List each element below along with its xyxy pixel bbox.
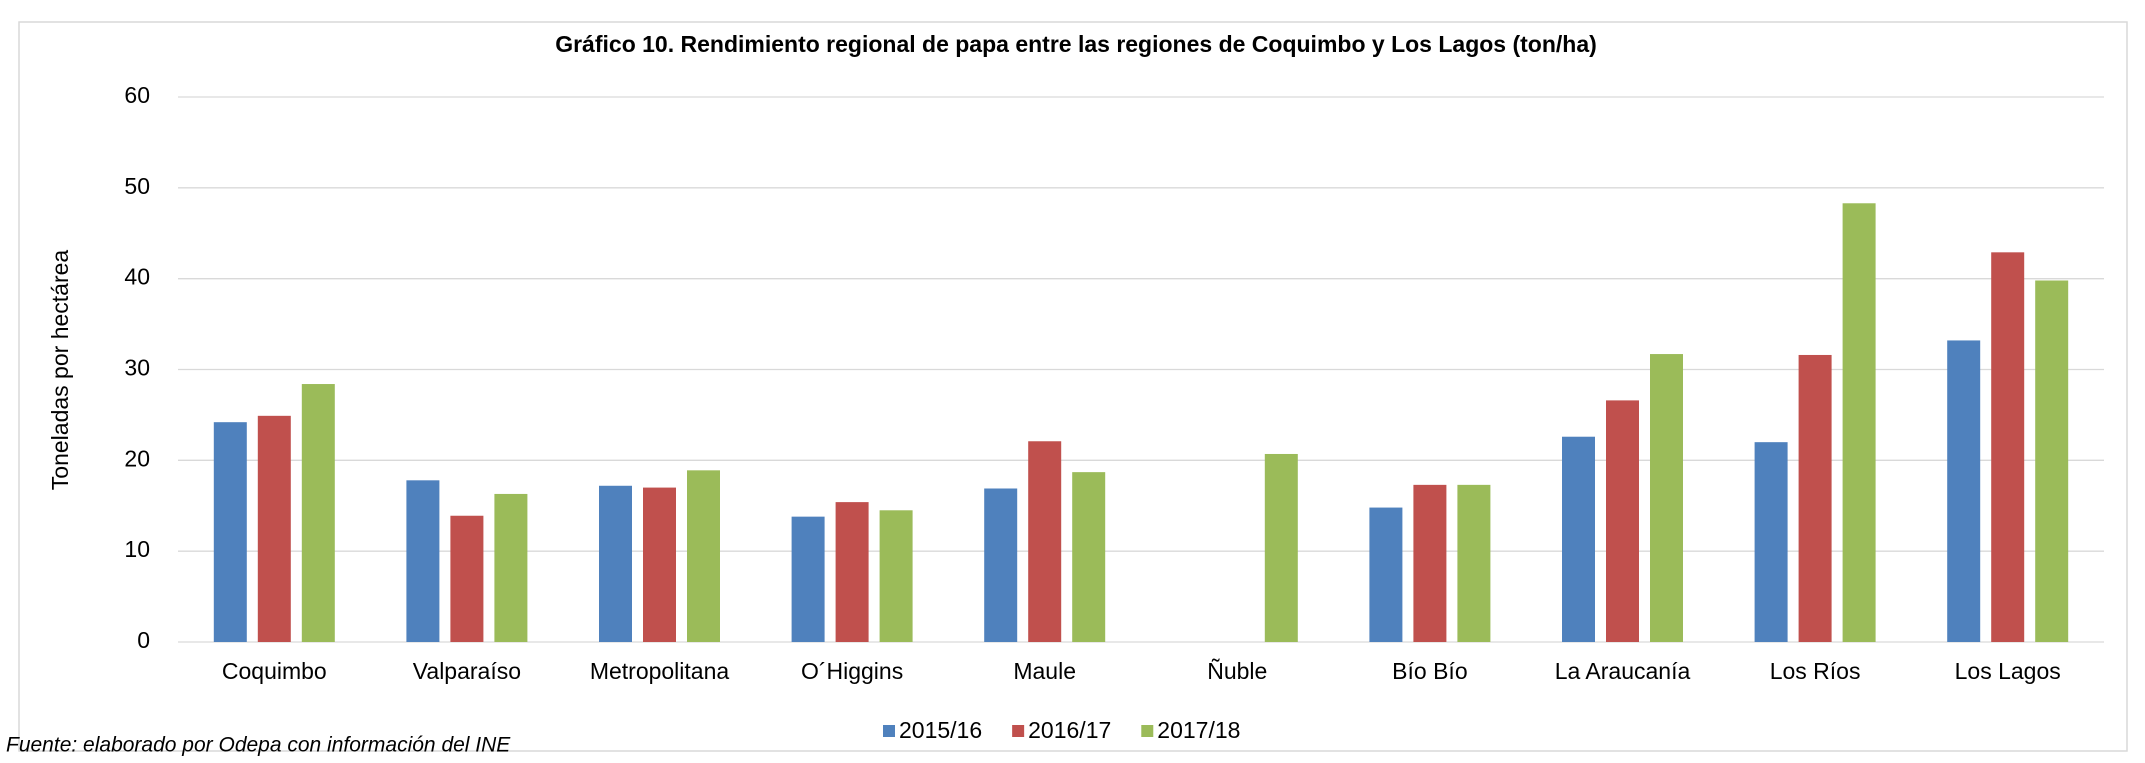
bar: [643, 487, 676, 642]
bar: [1457, 484, 1491, 642]
bar: [1562, 436, 1595, 642]
bar: [1369, 507, 1403, 642]
bar: [494, 493, 528, 642]
x-tick-label: Metropolitana: [590, 658, 730, 684]
bar: [450, 515, 484, 642]
legend-swatch: [883, 725, 895, 737]
bar: [835, 502, 869, 642]
bar: [879, 510, 913, 642]
legend-label: 2017/18: [1157, 717, 1240, 743]
bar: [213, 422, 247, 642]
bar: [1947, 340, 1981, 642]
y-tick-label: 10: [124, 536, 150, 562]
y-tick-label: 60: [124, 82, 150, 108]
bar: [301, 384, 335, 642]
x-tick-label: La Araucanía: [1555, 658, 1691, 684]
bar: [1991, 252, 2025, 642]
bar: [1798, 354, 1832, 642]
y-tick-label: 20: [124, 445, 150, 471]
y-tick-label: 50: [124, 173, 150, 199]
y-tick-label: 0: [137, 627, 150, 653]
bar: [2035, 280, 2069, 642]
bar: [1754, 442, 1788, 642]
x-tick-label: Valparaíso: [413, 658, 521, 684]
bar: [1842, 203, 1876, 642]
source-note: Fuente: elaborado por Odepa con informac…: [6, 734, 511, 757]
bar: [257, 415, 291, 642]
y-tick-label: 40: [124, 264, 150, 290]
bar: [1072, 472, 1106, 642]
bar: [1606, 400, 1639, 642]
bar: [1264, 453, 1298, 642]
x-tick-label: Los Lagos: [1955, 658, 2061, 684]
bar: [406, 480, 440, 642]
legend-swatch: [1141, 725, 1154, 737]
bar: [984, 488, 1018, 642]
legend-swatch: [1012, 725, 1025, 737]
legend-label: 2015/16: [899, 717, 982, 743]
y-axis-label: Toneladas por hectárea: [47, 250, 73, 491]
bar: [791, 516, 825, 642]
x-tick-label: O´Higgins: [801, 658, 903, 684]
legend-label: 2016/17: [1028, 717, 1111, 743]
x-tick-label: Los Ríos: [1770, 658, 1861, 684]
bar: [1028, 441, 1062, 642]
bar: [599, 485, 632, 642]
bar: [687, 470, 720, 642]
x-tick-label: Bío Bío: [1392, 658, 1467, 684]
x-tick-label: Coquimbo: [222, 658, 327, 684]
bar: [1650, 354, 1683, 642]
bar: [1413, 484, 1447, 642]
chart-title: Gráfico 10. Rendimiento regional de papa…: [555, 31, 1597, 57]
x-tick-label: Maule: [1013, 658, 1076, 684]
y-tick-label: 30: [124, 355, 150, 381]
x-tick-label: Ñuble: [1207, 658, 1267, 684]
